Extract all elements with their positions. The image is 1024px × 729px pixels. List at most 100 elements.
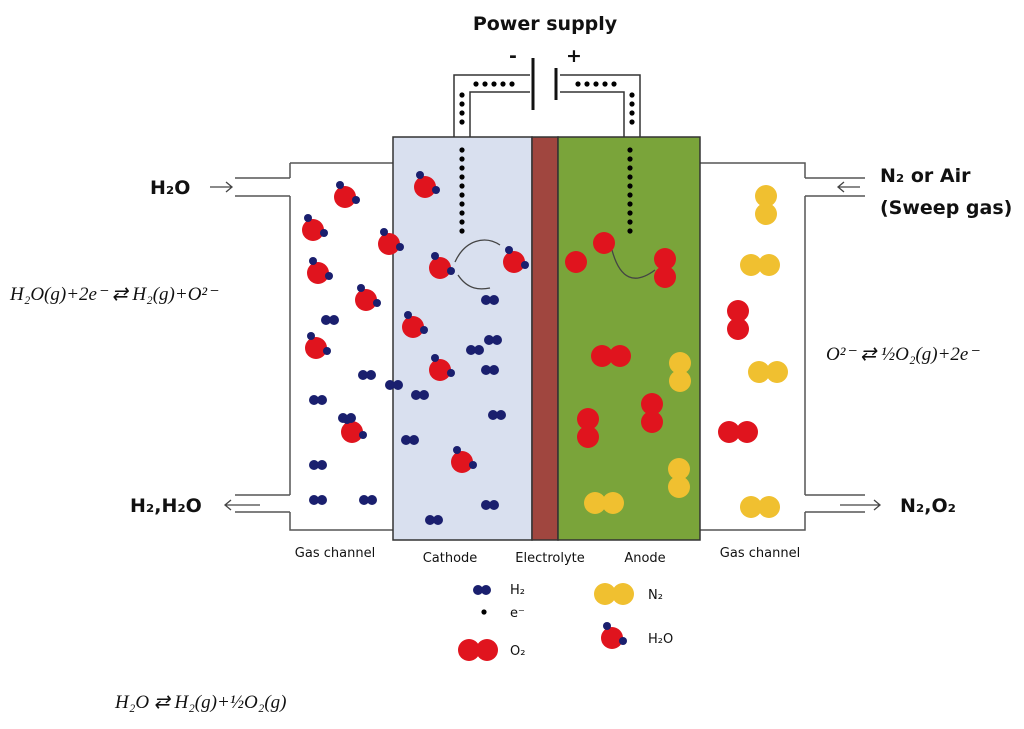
left-gas-channel bbox=[235, 162, 395, 531]
electron bbox=[473, 81, 479, 87]
hydrogen bbox=[317, 460, 327, 470]
electron bbox=[602, 81, 608, 87]
nitrogen bbox=[602, 492, 624, 514]
outlet-label: N₂,O₂ bbox=[900, 495, 956, 517]
nitrogen bbox=[668, 476, 690, 498]
nitrogen bbox=[612, 583, 634, 605]
nitrogen bbox=[755, 185, 777, 207]
water bbox=[305, 337, 327, 359]
hydrogen bbox=[358, 370, 368, 380]
electron bbox=[627, 219, 633, 225]
water bbox=[378, 233, 400, 255]
water bbox=[341, 421, 363, 443]
hydrogen bbox=[484, 335, 494, 345]
electron bbox=[629, 101, 635, 107]
legend-label: H₂O bbox=[648, 632, 673, 647]
electron bbox=[509, 81, 515, 87]
water bbox=[429, 257, 451, 279]
inlet-label: N₂ or Air bbox=[880, 165, 971, 187]
electron bbox=[627, 183, 633, 189]
wire bbox=[453, 74, 641, 137]
oxygen bbox=[577, 426, 599, 448]
nitrogen bbox=[758, 254, 780, 276]
region-label: Gas channel bbox=[720, 546, 800, 561]
legend-label: O₂ bbox=[510, 644, 525, 659]
hydrogen bbox=[419, 390, 429, 400]
nitrogen bbox=[668, 458, 690, 480]
hydrogen bbox=[317, 495, 327, 505]
arrows bbox=[210, 181, 882, 511]
electron bbox=[575, 81, 581, 87]
water bbox=[447, 369, 455, 377]
legend-label: e⁻ bbox=[510, 606, 525, 621]
molecules bbox=[302, 81, 788, 661]
water bbox=[603, 622, 611, 630]
electron bbox=[459, 192, 465, 198]
nitrogen bbox=[740, 254, 762, 276]
electron bbox=[627, 192, 633, 198]
hydrogen bbox=[481, 295, 491, 305]
region-label: Anode bbox=[624, 551, 665, 566]
electron bbox=[593, 81, 599, 87]
hydrogen bbox=[489, 295, 499, 305]
oxygen bbox=[476, 639, 498, 661]
electron bbox=[459, 119, 465, 125]
water bbox=[336, 181, 344, 189]
nitrogen bbox=[748, 361, 770, 383]
oxygen bbox=[458, 639, 480, 661]
nitrogen bbox=[755, 203, 777, 225]
region-label: Cathode bbox=[423, 551, 478, 566]
negative-terminal: - bbox=[509, 45, 517, 67]
equation: H₂O(g)+2e⁻ ⇄ H₂(g)+O²⁻ bbox=[9, 284, 219, 305]
nitrogen bbox=[584, 492, 606, 514]
electron bbox=[629, 92, 635, 98]
electron bbox=[627, 228, 633, 234]
electron bbox=[459, 183, 465, 189]
electron bbox=[611, 81, 617, 87]
water bbox=[447, 267, 455, 275]
electron bbox=[500, 81, 506, 87]
electron bbox=[459, 147, 465, 153]
hydrogen bbox=[385, 380, 395, 390]
oxygen bbox=[577, 408, 599, 430]
electron bbox=[459, 165, 465, 171]
electron bbox=[627, 156, 633, 162]
hydrogen bbox=[309, 495, 319, 505]
hydrogen bbox=[393, 380, 403, 390]
hydrogen bbox=[489, 365, 499, 375]
hydrogen bbox=[346, 413, 356, 423]
electron bbox=[627, 210, 633, 216]
legend-label: N₂ bbox=[648, 588, 663, 603]
oxygen bbox=[654, 248, 676, 270]
electron bbox=[482, 81, 488, 87]
equation: O²⁻ ⇄ ½O₂(g)+2e⁻ bbox=[826, 344, 980, 365]
hydrogen bbox=[489, 500, 499, 510]
water bbox=[355, 289, 377, 311]
water bbox=[503, 251, 525, 273]
water bbox=[373, 299, 381, 307]
hydrogen bbox=[481, 585, 491, 595]
water bbox=[323, 347, 331, 355]
water bbox=[320, 229, 328, 237]
electron bbox=[459, 92, 465, 98]
hydrogen bbox=[329, 315, 339, 325]
water bbox=[619, 637, 627, 645]
electron bbox=[459, 110, 465, 116]
oxygen bbox=[609, 345, 631, 367]
nitrogen bbox=[758, 496, 780, 518]
oxygen bbox=[641, 411, 663, 433]
title: Power supply bbox=[473, 13, 618, 35]
water bbox=[432, 186, 440, 194]
equation: H₂O ⇄ H₂(g)+½O₂(g) bbox=[114, 692, 287, 713]
region-label: Gas channel bbox=[295, 546, 375, 561]
oxygen bbox=[736, 421, 758, 443]
water bbox=[359, 431, 367, 439]
hydrogen bbox=[317, 395, 327, 405]
electron bbox=[491, 81, 497, 87]
electron bbox=[459, 174, 465, 180]
outlet-label: H₂,H₂O bbox=[130, 495, 202, 517]
water bbox=[404, 311, 412, 319]
water bbox=[334, 186, 356, 208]
water bbox=[451, 451, 473, 473]
hydrogen bbox=[367, 495, 377, 505]
